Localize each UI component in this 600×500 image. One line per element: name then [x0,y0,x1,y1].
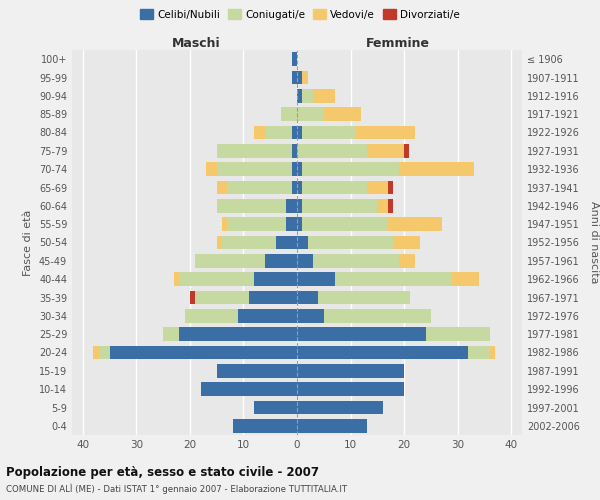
Text: Femmine: Femmine [366,37,430,50]
Bar [254,126,265,140]
Bar [297,180,302,194]
Bar [297,382,404,396]
Bar [302,162,399,176]
Bar [297,309,324,322]
Bar [222,236,275,250]
Bar [222,218,227,231]
Bar [302,89,313,102]
Bar [275,236,297,250]
Bar [297,236,308,250]
Legend: Celibi/Nubili, Coniugati/e, Vedovi/e, Divorziati/e: Celibi/Nubili, Coniugati/e, Vedovi/e, Di… [136,5,464,24]
Bar [297,328,425,341]
Bar [195,254,265,268]
Bar [297,290,319,304]
Bar [292,52,297,66]
Bar [292,162,297,176]
Bar [297,108,324,121]
Bar [265,254,297,268]
Bar [367,180,388,194]
Bar [217,180,227,194]
Bar [217,199,286,212]
Bar [179,272,254,286]
Bar [469,346,490,360]
Bar [297,126,302,140]
Bar [292,70,297,85]
Bar [297,272,335,286]
Bar [297,419,367,432]
Bar [356,126,415,140]
Bar [297,254,313,268]
Bar [206,162,217,176]
Bar [388,180,394,194]
Bar [297,218,302,231]
Bar [297,199,302,212]
Bar [281,108,297,121]
Bar [297,364,404,378]
Bar [249,290,297,304]
Text: Popolazione per età, sesso e stato civile - 2007: Popolazione per età, sesso e stato civil… [6,466,319,479]
Bar [297,162,302,176]
Bar [163,328,179,341]
Bar [179,328,297,341]
Bar [238,309,297,322]
Bar [227,218,286,231]
Bar [425,328,490,341]
Bar [227,180,292,194]
Bar [217,364,297,378]
Bar [297,346,469,360]
Bar [286,199,297,212]
Bar [297,89,302,102]
Bar [190,290,195,304]
Bar [308,236,394,250]
Bar [292,144,297,158]
Bar [265,126,292,140]
Bar [490,346,495,360]
Y-axis label: Anni di nascita: Anni di nascita [589,201,599,284]
Bar [110,346,297,360]
Bar [292,180,297,194]
Bar [377,199,388,212]
Bar [399,254,415,268]
Bar [399,162,474,176]
Bar [302,180,367,194]
Bar [324,108,361,121]
Bar [302,218,388,231]
Bar [319,290,409,304]
Bar [185,309,238,322]
Bar [217,144,292,158]
Bar [313,254,399,268]
Bar [94,346,99,360]
Y-axis label: Fasce di età: Fasce di età [23,210,33,276]
Bar [254,400,297,414]
Bar [302,199,377,212]
Bar [302,126,356,140]
Text: COMUNE DI ALÌ (ME) - Dati ISTAT 1° gennaio 2007 - Elaborazione TUTTITALIA.IT: COMUNE DI ALÌ (ME) - Dati ISTAT 1° genna… [6,484,347,494]
Bar [297,70,302,85]
Bar [254,272,297,286]
Bar [297,400,383,414]
Bar [394,236,420,250]
Bar [292,126,297,140]
Bar [302,70,308,85]
Bar [174,272,179,286]
Bar [324,309,431,322]
Bar [452,272,479,286]
Bar [217,236,222,250]
Bar [404,144,409,158]
Bar [313,89,335,102]
Bar [286,218,297,231]
Text: Maschi: Maschi [172,37,220,50]
Bar [200,382,297,396]
Bar [297,144,367,158]
Bar [195,290,249,304]
Bar [99,346,110,360]
Bar [388,218,442,231]
Bar [335,272,452,286]
Bar [388,199,394,212]
Bar [217,162,292,176]
Bar [367,144,404,158]
Bar [233,419,297,432]
